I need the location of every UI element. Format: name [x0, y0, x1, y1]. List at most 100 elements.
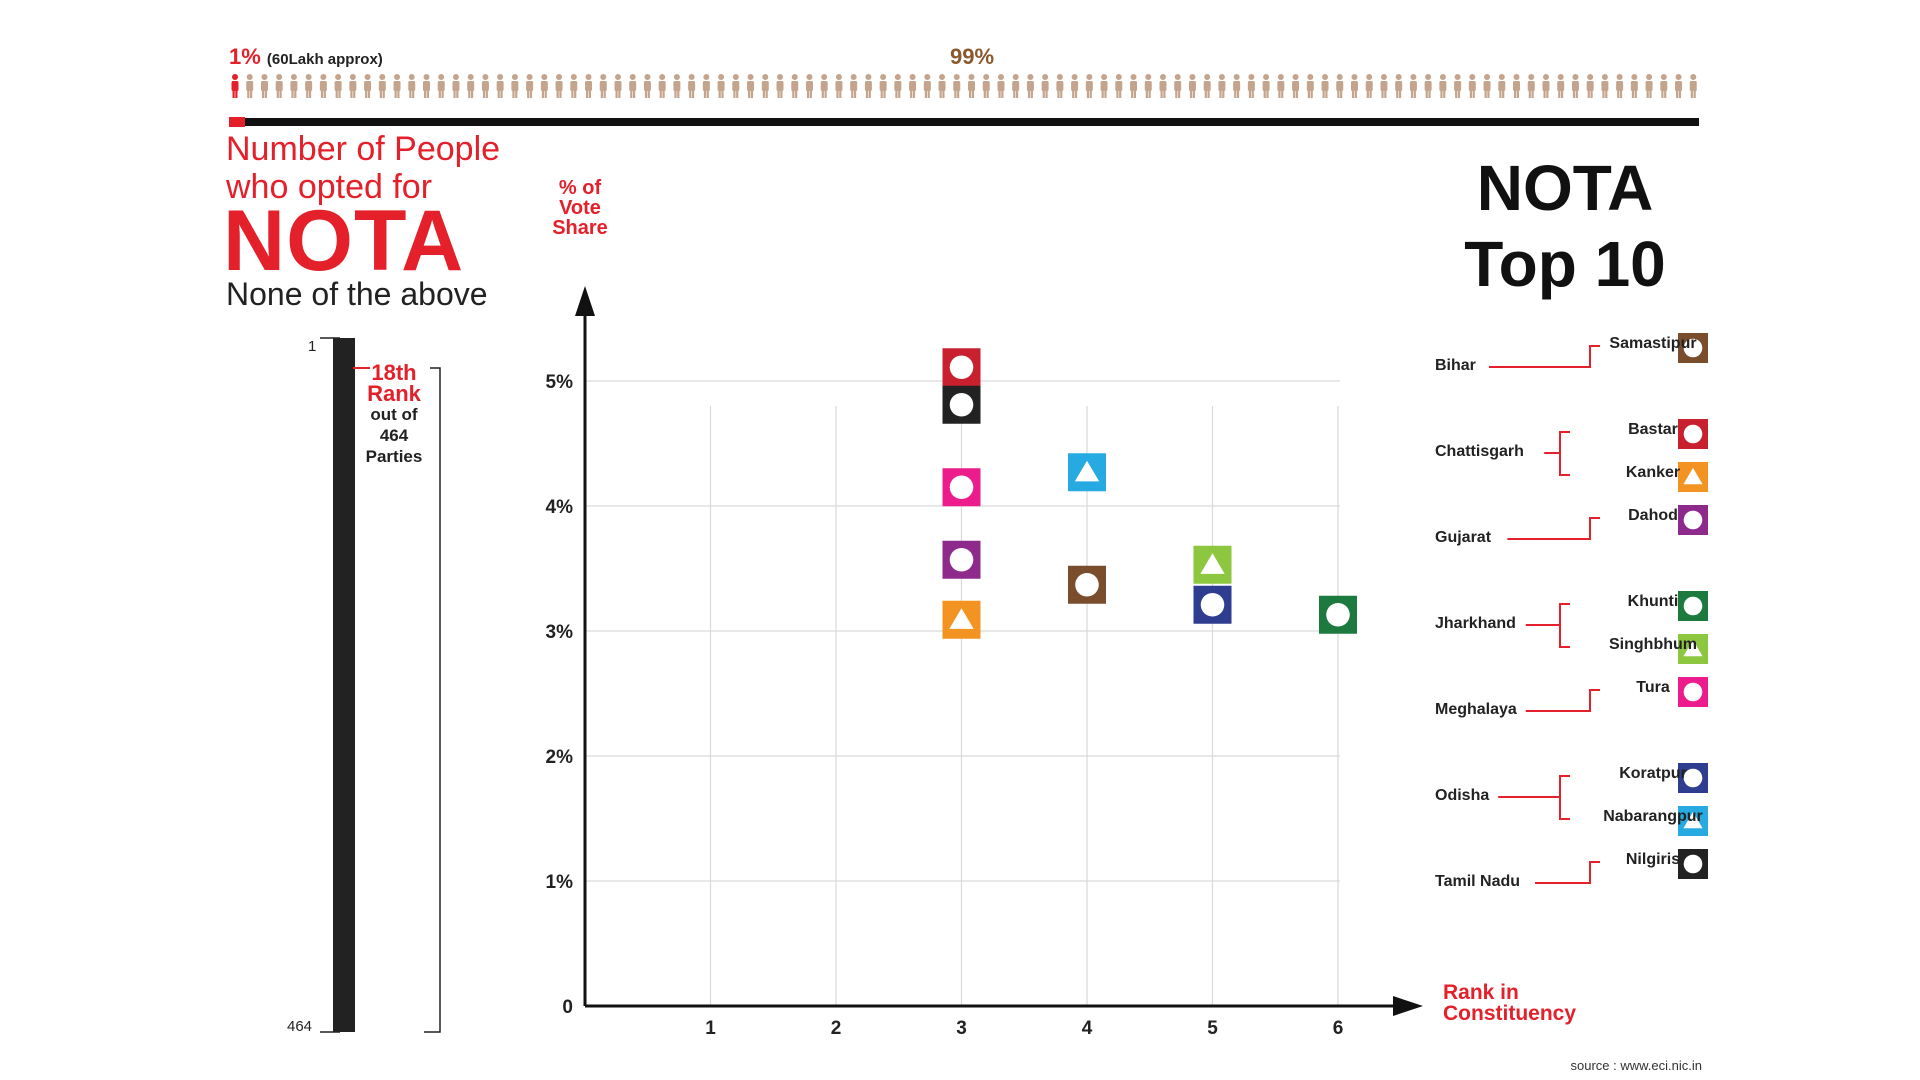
- legend-marker-koratpur: [1678, 763, 1708, 793]
- person-icon: [1689, 74, 1697, 98]
- person-icon: [1115, 74, 1123, 98]
- person-icon: [1630, 74, 1638, 98]
- legend-connector: [1507, 517, 1600, 540]
- one-percent-label: 1% (60Lakh approx): [229, 44, 383, 70]
- proportion-bar: [229, 118, 1699, 126]
- y-tick-label: 1%: [546, 872, 574, 893]
- legend-item-label: Kanker: [1625, 464, 1681, 481]
- legend-state-label: Chattisgarh: [1435, 443, 1524, 460]
- source-note: source : www.eci.nic.in: [1570, 1058, 1703, 1073]
- data-point-khunti: [1319, 595, 1357, 634]
- person-icon: [496, 74, 504, 98]
- x-tick-labels: 1 2 3 4 5 6: [705, 1018, 1343, 1039]
- rank-word: Rank: [367, 381, 421, 406]
- legend-connector: [1535, 861, 1600, 884]
- person-icon: [1306, 74, 1314, 98]
- person-icon: [1365, 74, 1373, 98]
- person-icon: [599, 74, 607, 98]
- person-icon: [260, 74, 268, 98]
- title-line-2: who opted for: [226, 168, 433, 206]
- person-icon: [1645, 74, 1653, 98]
- person-icon: [408, 74, 416, 98]
- y-tick-label: 3%: [546, 622, 574, 643]
- legend-connector: [1559, 431, 1570, 476]
- person-icon: [1100, 74, 1108, 98]
- data-point-nabarangpur: [1068, 453, 1106, 492]
- legend-title-line-2: Top 10: [1464, 228, 1666, 300]
- person-icon: [1130, 74, 1138, 98]
- person-icon: [791, 74, 799, 98]
- legend-marker-khunti: [1678, 591, 1708, 621]
- legend-connector: [1559, 603, 1570, 648]
- person-icon: [349, 74, 357, 98]
- rank-total: 464: [379, 426, 409, 445]
- person-icon: [1660, 74, 1668, 98]
- person-icon: [1675, 74, 1683, 98]
- person-icon: [1616, 74, 1624, 98]
- person-icon: [319, 74, 327, 98]
- person-icon: [555, 74, 563, 98]
- person-icon: [1247, 74, 1255, 98]
- scatter-chart: 0 1% 2% 3% 4% 5% 1 2 3 4 5 6: [546, 286, 1423, 1039]
- person-icon: [1380, 74, 1388, 98]
- data-point-tura: [942, 468, 981, 507]
- person-icon: [1292, 74, 1300, 98]
- legend-marker-nilgiris: [1678, 849, 1708, 879]
- legend-item-label: Dahod: [1628, 507, 1678, 524]
- legend-state-label: Bihar: [1435, 357, 1476, 374]
- legend-item-label: Koratpur: [1619, 765, 1687, 782]
- person-icon: [378, 74, 386, 98]
- person-icon: [511, 74, 519, 98]
- person-icon: [968, 74, 975, 98]
- person-icon: [688, 74, 696, 98]
- data-point-koratpur: [1193, 585, 1232, 624]
- person-icon: [835, 74, 843, 98]
- person-icon: [1218, 74, 1226, 98]
- legend-marker-samastipur: [1678, 333, 1708, 363]
- person-icon: [540, 74, 548, 98]
- person-icon: [658, 74, 666, 98]
- legend-connector: [1489, 345, 1600, 368]
- proportion-bar-nota-segment: [229, 117, 245, 127]
- person-icon: [732, 74, 740, 98]
- title-line-1: Number of People: [226, 130, 501, 168]
- legend-marker-nabarangpur: [1678, 806, 1708, 836]
- x-tick-label: 1: [705, 1018, 716, 1039]
- legend-item-label: Samastipur: [1609, 335, 1697, 352]
- rank-scale-bar: [333, 338, 355, 1032]
- legend-item-label: Nilgiris: [1625, 851, 1681, 868]
- legend-state-label: Jharkhand: [1435, 615, 1516, 632]
- person-icon: [570, 74, 578, 98]
- person-icon: [997, 74, 1005, 98]
- person-icon: [526, 74, 534, 98]
- person-icon: [1026, 74, 1034, 98]
- y-tick-label: 0: [562, 997, 573, 1018]
- legend-connector: [1525, 689, 1600, 712]
- x-axis-label: Rank in Constituency: [1443, 981, 1577, 1025]
- x-tick-label: 6: [1333, 1018, 1344, 1039]
- person-icon: [585, 74, 593, 98]
- person-icon: [305, 74, 313, 98]
- person-icon: [938, 74, 946, 98]
- y-tick-label: 2%: [546, 747, 574, 768]
- person-icon: [805, 74, 813, 98]
- person-icon: [702, 74, 710, 98]
- y-axis-arrow: [575, 286, 595, 316]
- person-icon: [1321, 74, 1329, 98]
- person-icon: [850, 74, 858, 98]
- x-tick-label: 4: [1082, 1018, 1093, 1039]
- rank-bracket: [424, 367, 441, 1033]
- rank-annotation: 18th Rank out of 464 Parties: [348, 362, 440, 467]
- data-point-nilgiris: [942, 385, 981, 424]
- person-icon: [393, 74, 401, 98]
- person-icon: [1233, 74, 1241, 98]
- person-icon: [467, 74, 475, 98]
- person-icon: [1336, 74, 1344, 98]
- person-icon: [481, 74, 489, 98]
- legend-marker-singhbhum: [1678, 634, 1708, 664]
- rank-brackets: [320, 337, 441, 1033]
- person-icon: [1586, 74, 1594, 98]
- person-icon: [1188, 74, 1196, 98]
- x-axis-arrow: [1393, 996, 1423, 1016]
- legend-item-label: Singhbhum: [1609, 636, 1697, 653]
